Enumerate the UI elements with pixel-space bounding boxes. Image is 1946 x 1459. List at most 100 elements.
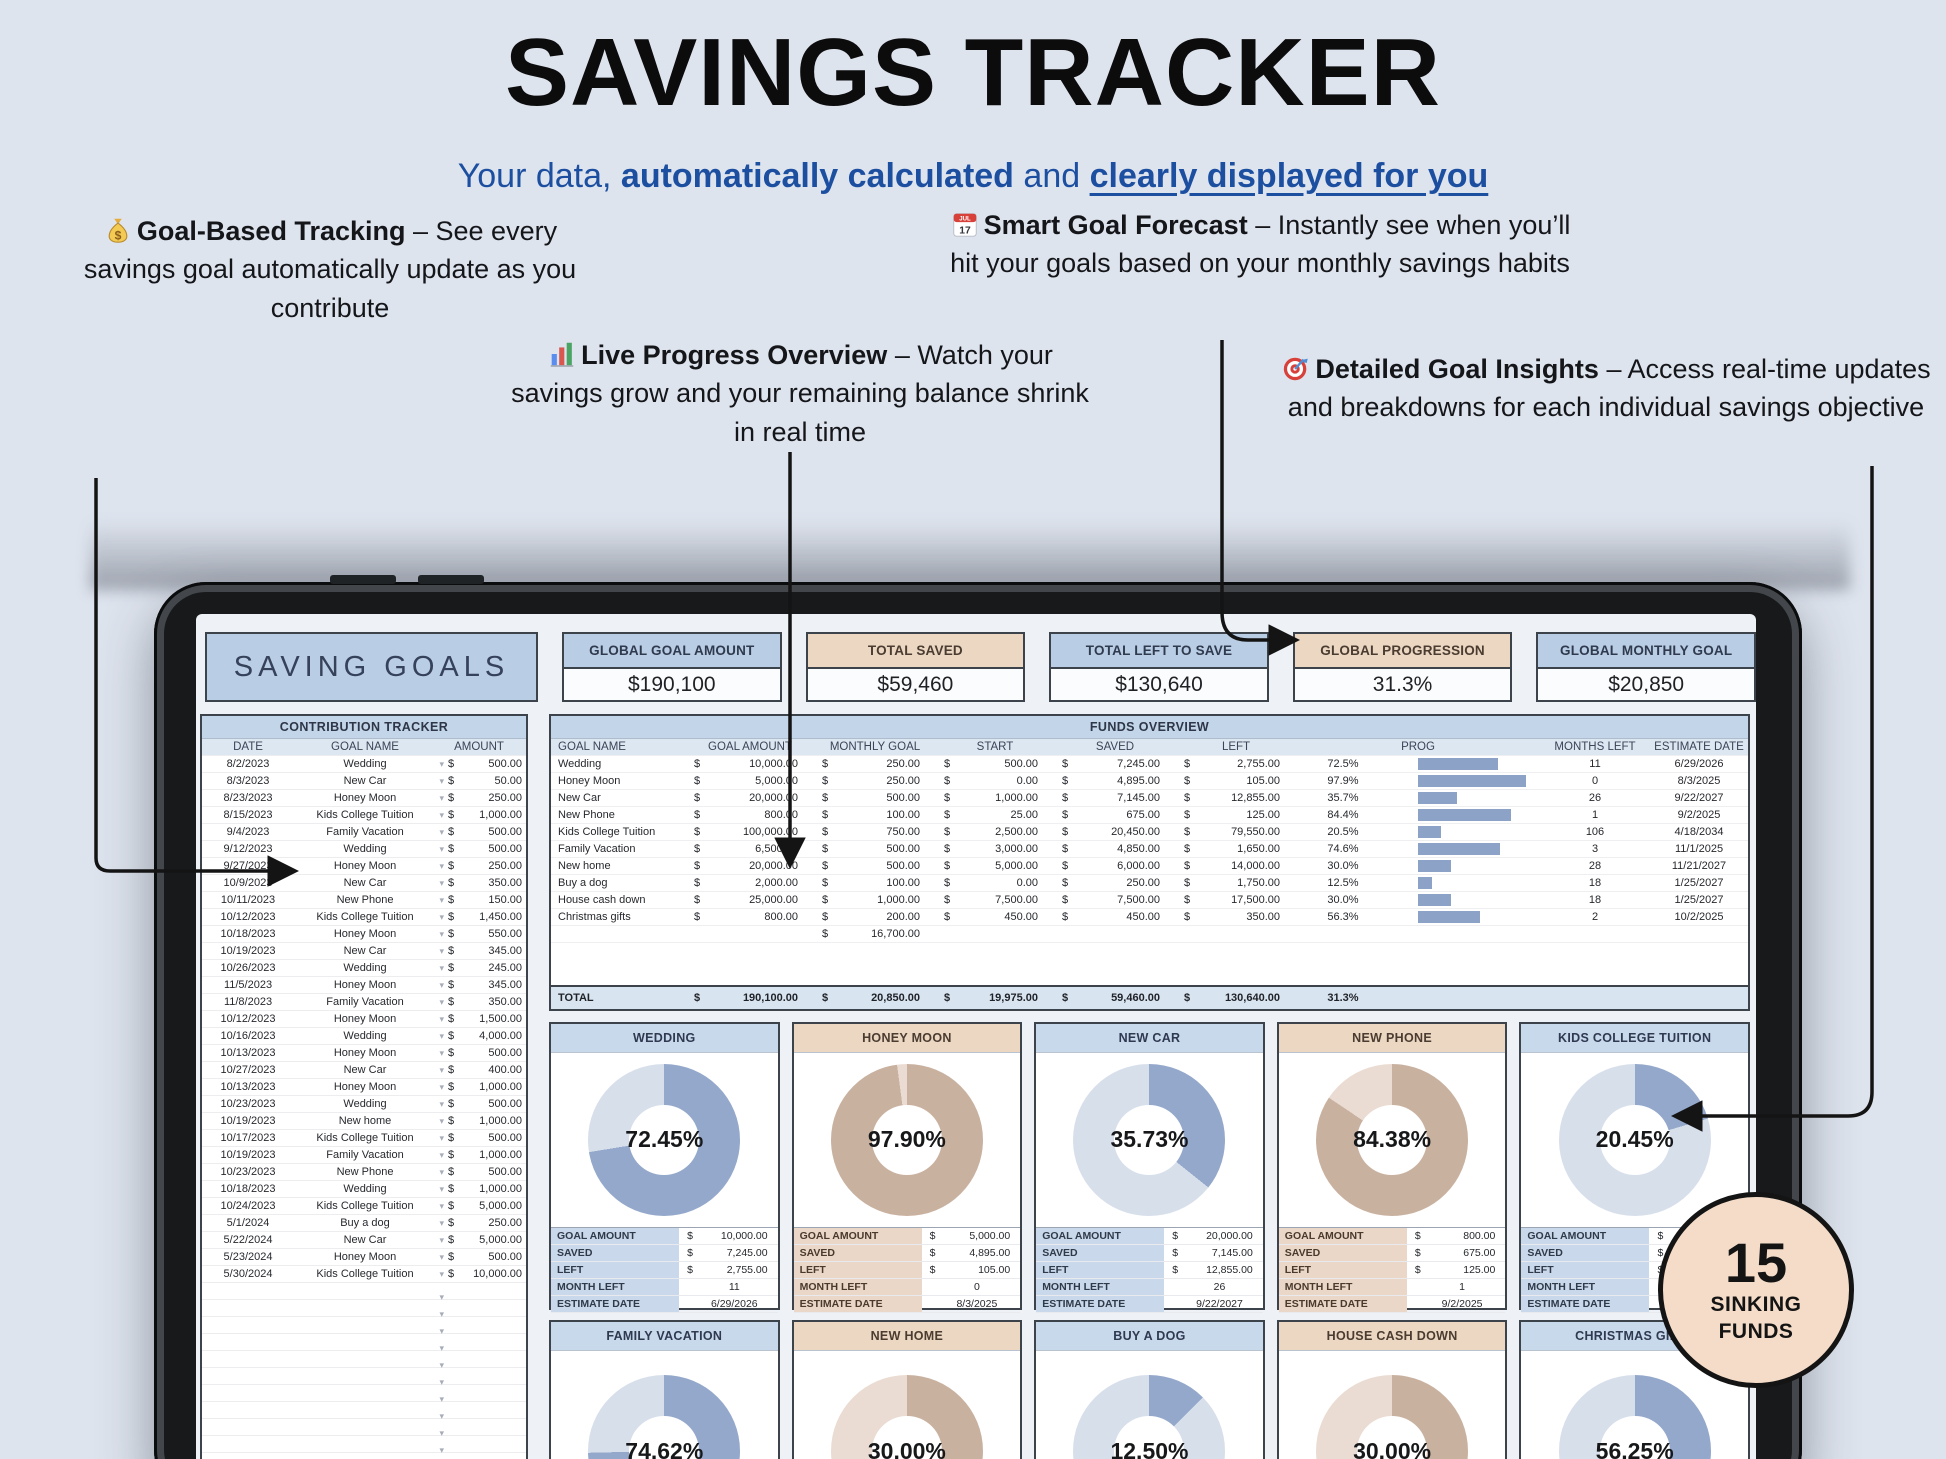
fund-goal-amount-cell[interactable]: $5,000.00 xyxy=(694,775,798,787)
contribution-goal-cell[interactable]: New home xyxy=(294,1115,436,1127)
dropdown-arrow-icon[interactable] xyxy=(439,826,444,838)
fund-start-cell[interactable]: $2,500.00 xyxy=(944,826,1038,838)
dropdown-arrow-icon[interactable] xyxy=(439,809,444,821)
contribution-goal-cell[interactable]: Kids College Tuition xyxy=(294,1200,436,1212)
contribution-date-cell[interactable]: 10/26/2023 xyxy=(220,962,276,974)
dropdown-arrow-icon[interactable] xyxy=(439,979,444,991)
contribution-goal-cell[interactable]: Honey Moon xyxy=(294,1013,436,1025)
contribution-goal-cell[interactable]: New Car xyxy=(294,945,436,957)
contribution-date-cell[interactable]: 10/12/2023 xyxy=(220,911,276,923)
contribution-amount-cell[interactable]: 500.00 xyxy=(488,1166,522,1178)
fund-name-cell[interactable]: Honey Moon xyxy=(558,775,621,787)
contribution-goal-cell[interactable]: Wedding xyxy=(294,1030,436,1042)
contribution-goal-cell[interactable]: New Phone xyxy=(294,894,436,906)
fund-start-cell[interactable]: $0.00 xyxy=(944,877,1038,889)
dropdown-arrow-icon[interactable] xyxy=(439,1132,444,1144)
contribution-amount-cell[interactable]: 345.00 xyxy=(488,979,522,991)
contribution-goal-cell[interactable]: Family Vacation xyxy=(294,1149,436,1161)
contribution-goal-cell[interactable]: Kids College Tuition xyxy=(294,809,436,821)
fund-monthly-goal-cell[interactable]: $250.00 xyxy=(822,758,920,770)
contribution-goal-cell[interactable]: Honey Moon xyxy=(294,792,436,804)
contribution-amount-cell[interactable]: 245.00 xyxy=(488,962,522,974)
contribution-date-cell[interactable]: 10/9/2023 xyxy=(223,877,273,889)
dropdown-arrow-icon[interactable] xyxy=(439,775,444,787)
contribution-amount-cell[interactable]: 500.00 xyxy=(488,843,522,855)
contribution-date-cell[interactable]: 11/8/2023 xyxy=(223,996,273,1008)
dropdown-arrow-icon[interactable] xyxy=(439,1098,444,1110)
dropdown-arrow-icon[interactable] xyxy=(439,1064,444,1076)
fund-name-cell[interactable]: Christmas gifts xyxy=(558,911,631,923)
dropdown-arrow-icon[interactable] xyxy=(439,877,444,889)
contribution-amount-cell[interactable]: 5,000.00 xyxy=(479,1200,522,1212)
contribution-goal-cell[interactable]: Honey Moon xyxy=(294,928,436,940)
contribution-amount-cell[interactable]: 1,000.00 xyxy=(479,1183,522,1195)
fund-goal-amount-cell[interactable]: $2,000.00 xyxy=(694,877,798,889)
contribution-goal-cell[interactable]: Honey Moon xyxy=(294,1047,436,1059)
contribution-goal-cell[interactable]: Wedding xyxy=(294,758,436,770)
contribution-date-cell[interactable]: 10/19/2023 xyxy=(220,1149,276,1161)
fund-goal-amount-cell[interactable]: $20,000.00 xyxy=(694,792,798,804)
dropdown-arrow-icon[interactable] xyxy=(439,911,444,923)
dropdown-arrow-icon[interactable] xyxy=(439,1081,444,1093)
fund-monthly-goal-cell[interactable]: $200.00 xyxy=(822,911,920,923)
contribution-amount-cell[interactable]: 250.00 xyxy=(488,860,522,872)
fund-monthly-goal-cell[interactable]: $100.00 xyxy=(822,877,920,889)
contribution-amount-cell[interactable]: 550.00 xyxy=(488,928,522,940)
dropdown-arrow-icon[interactable] xyxy=(439,945,444,957)
contribution-amount-cell[interactable]: 50.00 xyxy=(494,775,522,787)
dropdown-arrow-icon[interactable] xyxy=(439,860,444,872)
contribution-amount-cell[interactable]: 500.00 xyxy=(488,1251,522,1263)
contribution-date-cell[interactable]: 9/12/2023 xyxy=(223,843,273,855)
contribution-amount-cell[interactable]: 250.00 xyxy=(488,1217,522,1229)
contribution-date-cell[interactable]: 10/19/2023 xyxy=(220,1115,276,1127)
contribution-amount-cell[interactable]: 4,000.00 xyxy=(479,1030,522,1042)
contribution-date-cell[interactable]: 10/18/2023 xyxy=(220,1183,276,1195)
contribution-date-cell[interactable]: 5/1/2024 xyxy=(226,1217,270,1229)
dropdown-arrow-icon[interactable] xyxy=(439,962,444,974)
fund-name-cell[interactable]: House cash down xyxy=(558,894,646,906)
fund-monthly-goal-cell[interactable]: $750.00 xyxy=(822,826,920,838)
dropdown-arrow-icon[interactable] xyxy=(439,1047,444,1059)
fund-start-cell[interactable]: $0.00 xyxy=(944,775,1038,787)
contribution-date-cell[interactable]: 8/3/2023 xyxy=(226,775,270,787)
contribution-goal-cell[interactable]: New Phone xyxy=(294,1166,436,1178)
contribution-date-cell[interactable]: 8/23/2023 xyxy=(223,792,273,804)
contribution-goal-cell[interactable]: Kids College Tuition xyxy=(294,911,436,923)
fund-monthly-goal-cell[interactable]: $500.00 xyxy=(822,792,920,804)
contribution-date-cell[interactable]: 10/19/2023 xyxy=(220,945,276,957)
fund-goal-amount-cell[interactable]: $25,000.00 xyxy=(694,894,798,906)
fund-monthly-goal-cell[interactable]: $1,000.00 xyxy=(822,894,920,906)
fund-start-cell[interactable]: $7,500.00 xyxy=(944,894,1038,906)
fund-name-cell[interactable]: New Car xyxy=(558,792,601,804)
contribution-goal-cell[interactable]: New Car xyxy=(294,775,436,787)
contribution-goal-cell[interactable]: New Car xyxy=(294,877,436,889)
contribution-goal-cell[interactable]: Wedding xyxy=(294,1098,436,1110)
fund-goal-amount-cell[interactable]: $6,500.00 xyxy=(694,843,798,855)
contribution-date-cell[interactable]: 10/17/2023 xyxy=(220,1132,276,1144)
fund-start-cell[interactable]: $5,000.00 xyxy=(944,860,1038,872)
fund-monthly-goal-cell[interactable]: $500.00 xyxy=(822,860,920,872)
contribution-goal-cell[interactable]: Kids College Tuition xyxy=(294,1268,436,1280)
contribution-date-cell[interactable]: 10/13/2023 xyxy=(220,1047,276,1059)
contribution-amount-cell[interactable]: 1,000.00 xyxy=(479,1149,522,1161)
contribution-date-cell[interactable]: 5/22/2024 xyxy=(223,1234,273,1246)
dropdown-arrow-icon[interactable] xyxy=(439,1251,444,1263)
contribution-date-cell[interactable]: 10/18/2023 xyxy=(220,928,276,940)
dropdown-arrow-icon[interactable] xyxy=(439,1166,444,1178)
dropdown-arrow-icon[interactable] xyxy=(439,843,444,855)
contribution-amount-cell[interactable]: 350.00 xyxy=(488,877,522,889)
dropdown-arrow-icon[interactable] xyxy=(439,894,444,906)
contribution-amount-cell[interactable]: 350.00 xyxy=(488,996,522,1008)
contribution-date-cell[interactable]: 5/30/2024 xyxy=(223,1268,273,1280)
fund-start-cell[interactable]: $25.00 xyxy=(944,809,1038,821)
dropdown-arrow-icon[interactable] xyxy=(439,1217,444,1229)
fund-start-cell[interactable]: $1,000.00 xyxy=(944,792,1038,804)
dropdown-arrow-icon[interactable] xyxy=(439,996,444,1008)
contribution-goal-cell[interactable]: Family Vacation xyxy=(294,996,436,1008)
contribution-date-cell[interactable]: 8/2/2023 xyxy=(226,758,270,770)
contribution-goal-cell[interactable]: Wedding xyxy=(294,1183,436,1195)
contribution-date-cell[interactable]: 9/4/2023 xyxy=(226,826,270,838)
fund-goal-amount-cell[interactable]: $800.00 xyxy=(694,911,798,923)
fund-goal-amount-cell[interactable]: $10,000.00 xyxy=(694,758,798,770)
fund-monthly-goal-cell[interactable]: $250.00 xyxy=(822,775,920,787)
